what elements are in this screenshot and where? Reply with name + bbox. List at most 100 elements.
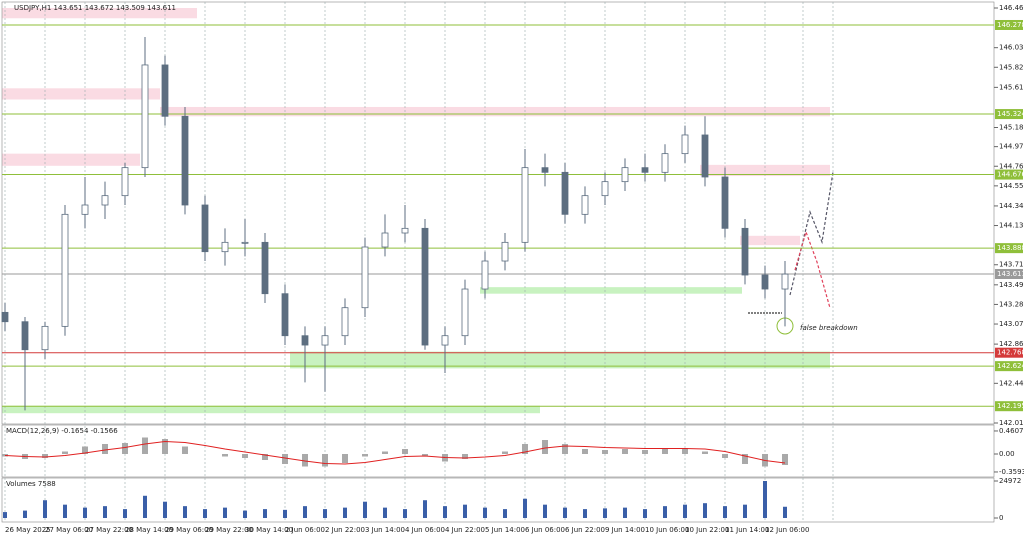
candle-body (741, 227, 749, 276)
candle-body (81, 204, 89, 215)
macd-tick-label: -0.3593 (999, 468, 1024, 476)
candle-body (21, 321, 29, 351)
x-tick-label: 4 Jun 06:00 (405, 526, 445, 534)
volume-bar (563, 507, 567, 518)
level-label: 143.611 (997, 270, 1024, 278)
y-tick-label: 143.075 (999, 320, 1024, 328)
macd-bar (102, 444, 108, 454)
candle-body (341, 307, 349, 337)
macd-bar (2, 454, 8, 457)
x-tick-label: 30 May 14:00 (245, 526, 293, 534)
y-tick-label: 145.825 (999, 63, 1024, 71)
x-tick-label: 12 Jun 06:00 (765, 526, 809, 534)
candle-body (601, 181, 609, 197)
macd-signal (4, 440, 786, 465)
y-tick-label: 142.860 (999, 340, 1024, 348)
macd-title: MACD(12,26,9) -0.1654 -0.1566 (6, 427, 118, 435)
volume-bar (403, 509, 407, 518)
level-label: 144.676 (997, 171, 1024, 179)
macd-bar (62, 451, 68, 454)
volume-bar (703, 503, 707, 518)
macd-bar (342, 454, 348, 463)
chart-title: USDJPY,H1 143.651 143.672 143.509 143.61… (14, 4, 176, 12)
macd-bar (322, 454, 328, 467)
level-label: 142.195 (997, 402, 1024, 410)
volume-bar (723, 506, 727, 518)
x-tick-label: 9 Jun 14:00 (605, 526, 645, 534)
y-tick-label: 144.130 (999, 222, 1024, 230)
level-label: 143.888 (997, 244, 1024, 252)
level-label: 142.768 (997, 349, 1024, 357)
candle-body (561, 171, 569, 215)
y-tick-label: 145.180 (999, 124, 1024, 132)
x-tick-label: 2 Jun 06:00 (285, 526, 325, 534)
macd-bar (42, 454, 48, 458)
annotation: false breakdown (800, 324, 858, 332)
y-tick-label: 145.610 (999, 83, 1024, 91)
x-tick-label: 6 Jun 22:00 (565, 526, 605, 534)
volume-bar (503, 509, 507, 518)
candle-body (101, 195, 109, 206)
candle-body (621, 167, 629, 183)
y-tick-label: 142.015 (999, 419, 1024, 427)
candle-body (361, 246, 369, 309)
volume-bar (323, 509, 327, 518)
volume-bar (263, 509, 267, 518)
zone (740, 235, 800, 246)
candle-body (721, 176, 729, 229)
y-tick-label: 142.440 (999, 379, 1024, 387)
volume-bar (43, 500, 47, 518)
candle-body (681, 134, 689, 155)
macd-tick-label: 0.00 (999, 450, 1015, 458)
candle-body (541, 167, 549, 173)
volume-bar (143, 495, 147, 518)
macd-bar (642, 450, 648, 454)
zone (480, 287, 742, 294)
candle-body (701, 134, 709, 178)
candle-body (441, 335, 449, 346)
candle-body (501, 241, 509, 262)
y-tick-label: 144.340 (999, 202, 1024, 210)
zone (290, 351, 830, 369)
volume-bar (483, 507, 487, 518)
candle-body (121, 167, 129, 197)
level-label-bg (995, 347, 1023, 358)
candle-body (261, 241, 269, 295)
level-label-bg (995, 243, 1023, 254)
candle-body (461, 288, 469, 337)
zone (160, 106, 830, 117)
macd-bar (502, 451, 508, 454)
candle-body (1, 311, 9, 323)
macd-bar (222, 454, 228, 457)
macd-bar (462, 454, 468, 459)
zone (2, 153, 140, 166)
volume-bar (83, 507, 87, 518)
candle-body (141, 64, 149, 169)
candle-body (421, 227, 429, 346)
candle-body (661, 153, 669, 173)
y-tick-label: 143.285 (999, 300, 1024, 308)
zone (2, 88, 160, 100)
candle-body (401, 227, 409, 234)
volume-bar (583, 509, 587, 518)
macd-bar (582, 449, 588, 454)
volume-tick-label: 24972 (999, 477, 1021, 485)
candle-body (61, 213, 69, 327)
y-tick-label: 144.555 (999, 182, 1024, 190)
x-tick-label: 6 Jun 06:00 (525, 526, 565, 534)
x-tick-label: 29 May 22:00 (205, 526, 253, 534)
candle-body (761, 274, 769, 290)
volume-bar (3, 512, 7, 518)
macd-bar (242, 454, 248, 458)
level-label-bg (995, 109, 1023, 120)
macd-bar (722, 454, 728, 458)
x-tick-label: 2 Jun 22:00 (325, 526, 365, 534)
x-tick-label: 5 Jun 14:00 (485, 526, 525, 534)
macd-bar (142, 437, 148, 454)
candle-body (201, 204, 209, 253)
candle-body (161, 64, 169, 117)
macd-bar (122, 443, 128, 454)
candle-body (381, 232, 389, 248)
volume-bar (103, 506, 107, 518)
x-tick-label: 11 Jun 14:00 (725, 526, 769, 534)
